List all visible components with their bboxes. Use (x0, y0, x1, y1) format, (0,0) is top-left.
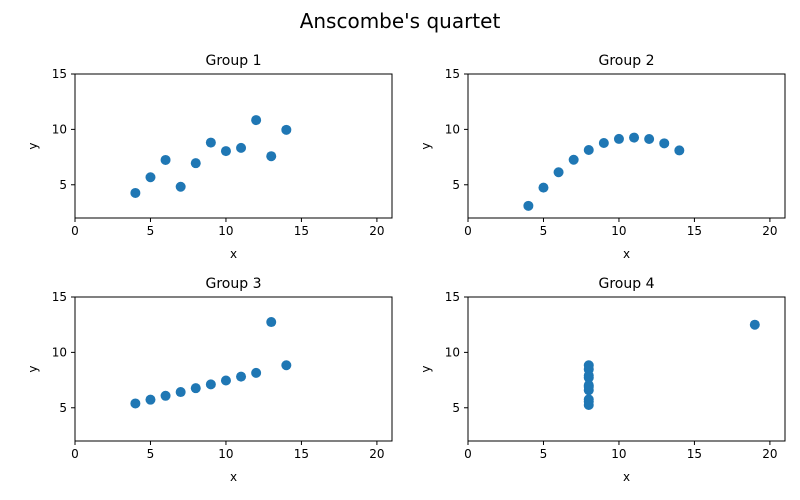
x-tick-label: 0 (464, 224, 472, 238)
data-point (251, 115, 262, 126)
data-point (160, 154, 171, 165)
y-tick-label: 15 (445, 67, 460, 81)
x-tick-label: 20 (762, 447, 777, 461)
data-point (130, 398, 141, 409)
data-point (583, 396, 594, 407)
x-tick-label: 15 (294, 224, 309, 238)
x-tick-label: 10 (611, 224, 626, 238)
panel-title: Group 4 (599, 276, 655, 292)
x-tick-label: 0 (71, 224, 79, 238)
data-point (568, 154, 579, 165)
y-tick-label: 10 (52, 345, 67, 359)
plot-frame (74, 73, 393, 219)
y-tick-label: 5 (59, 178, 67, 192)
data-point (266, 151, 277, 162)
figure-title: Anscombe's quartet (300, 9, 501, 33)
x-tick-label: 10 (218, 447, 233, 461)
data-point (251, 367, 262, 378)
y-tick-label: 5 (452, 178, 460, 192)
x-axis-label: x (623, 247, 630, 261)
data-point (220, 375, 231, 386)
data-point (175, 387, 186, 398)
data-point (145, 394, 156, 405)
data-point (598, 138, 609, 149)
x-tick-label: 10 (218, 224, 233, 238)
x-tick-label: 0 (71, 447, 79, 461)
x-tick-label: 0 (464, 447, 472, 461)
y-tick-label: 15 (445, 290, 460, 304)
data-point (281, 124, 292, 135)
data-point (205, 379, 216, 390)
y-tick-label: 5 (59, 401, 67, 415)
data-point (220, 146, 231, 157)
x-tick-label: 15 (687, 224, 702, 238)
y-tick-label: 15 (52, 290, 67, 304)
panel-title: Group 3 (206, 276, 262, 292)
x-axis-label: x (623, 470, 630, 484)
x-tick-label: 5 (147, 224, 155, 238)
data-point (659, 138, 670, 149)
data-point (583, 144, 594, 155)
panel-title: Group 2 (599, 53, 655, 69)
x-axis-label: x (230, 247, 237, 261)
x-axis-label: x (230, 470, 237, 484)
x-tick-label: 5 (540, 224, 548, 238)
plot-frame (467, 73, 786, 219)
data-point (613, 133, 624, 144)
y-tick-label: 10 (52, 122, 67, 136)
data-point (674, 145, 685, 156)
data-point (629, 132, 640, 143)
data-point (644, 134, 655, 145)
data-point (160, 390, 171, 401)
panel-title: Group 1 (206, 53, 262, 69)
data-point (523, 200, 534, 211)
data-point (553, 167, 564, 178)
y-axis-label: y (26, 142, 40, 149)
x-tick-label: 5 (540, 447, 548, 461)
x-tick-label: 15 (687, 447, 702, 461)
data-point (175, 181, 186, 192)
x-tick-label: 5 (147, 447, 155, 461)
panel-2: Group 2 0 5 10 15 20 5 10 15 x y (419, 53, 786, 261)
data-point (266, 317, 277, 328)
data-point (236, 142, 247, 153)
y-axis-label: y (419, 142, 433, 149)
y-tick-label: 10 (445, 122, 460, 136)
plot-frame (467, 296, 786, 442)
data-point (130, 187, 141, 198)
data-point (583, 381, 594, 392)
x-tick-label: 20 (762, 224, 777, 238)
y-tick-label: 5 (452, 401, 460, 415)
panel-3: Group 3 0 5 10 15 20 5 10 15 x y (26, 276, 393, 484)
x-tick-label: 20 (369, 224, 384, 238)
panel-1: Group 1 0 5 10 15 20 5 10 15 x y (26, 53, 393, 261)
data-point (281, 360, 292, 371)
y-tick-label: 15 (52, 67, 67, 81)
data-point (583, 370, 594, 381)
x-tick-label: 15 (294, 447, 309, 461)
data-point (205, 137, 216, 148)
x-tick-label: 10 (611, 447, 626, 461)
data-point (145, 172, 156, 183)
data-point (538, 182, 549, 193)
data-point (749, 319, 760, 330)
panel-4: Group 4 0 5 10 15 20 5 10 15 x y (419, 276, 786, 484)
y-axis-label: y (419, 365, 433, 372)
data-point (190, 383, 201, 394)
data-point (236, 371, 247, 382)
plot-frame (74, 296, 393, 442)
y-axis-label: y (26, 365, 40, 372)
data-point (190, 158, 201, 169)
y-tick-label: 10 (445, 345, 460, 359)
x-tick-label: 20 (369, 447, 384, 461)
